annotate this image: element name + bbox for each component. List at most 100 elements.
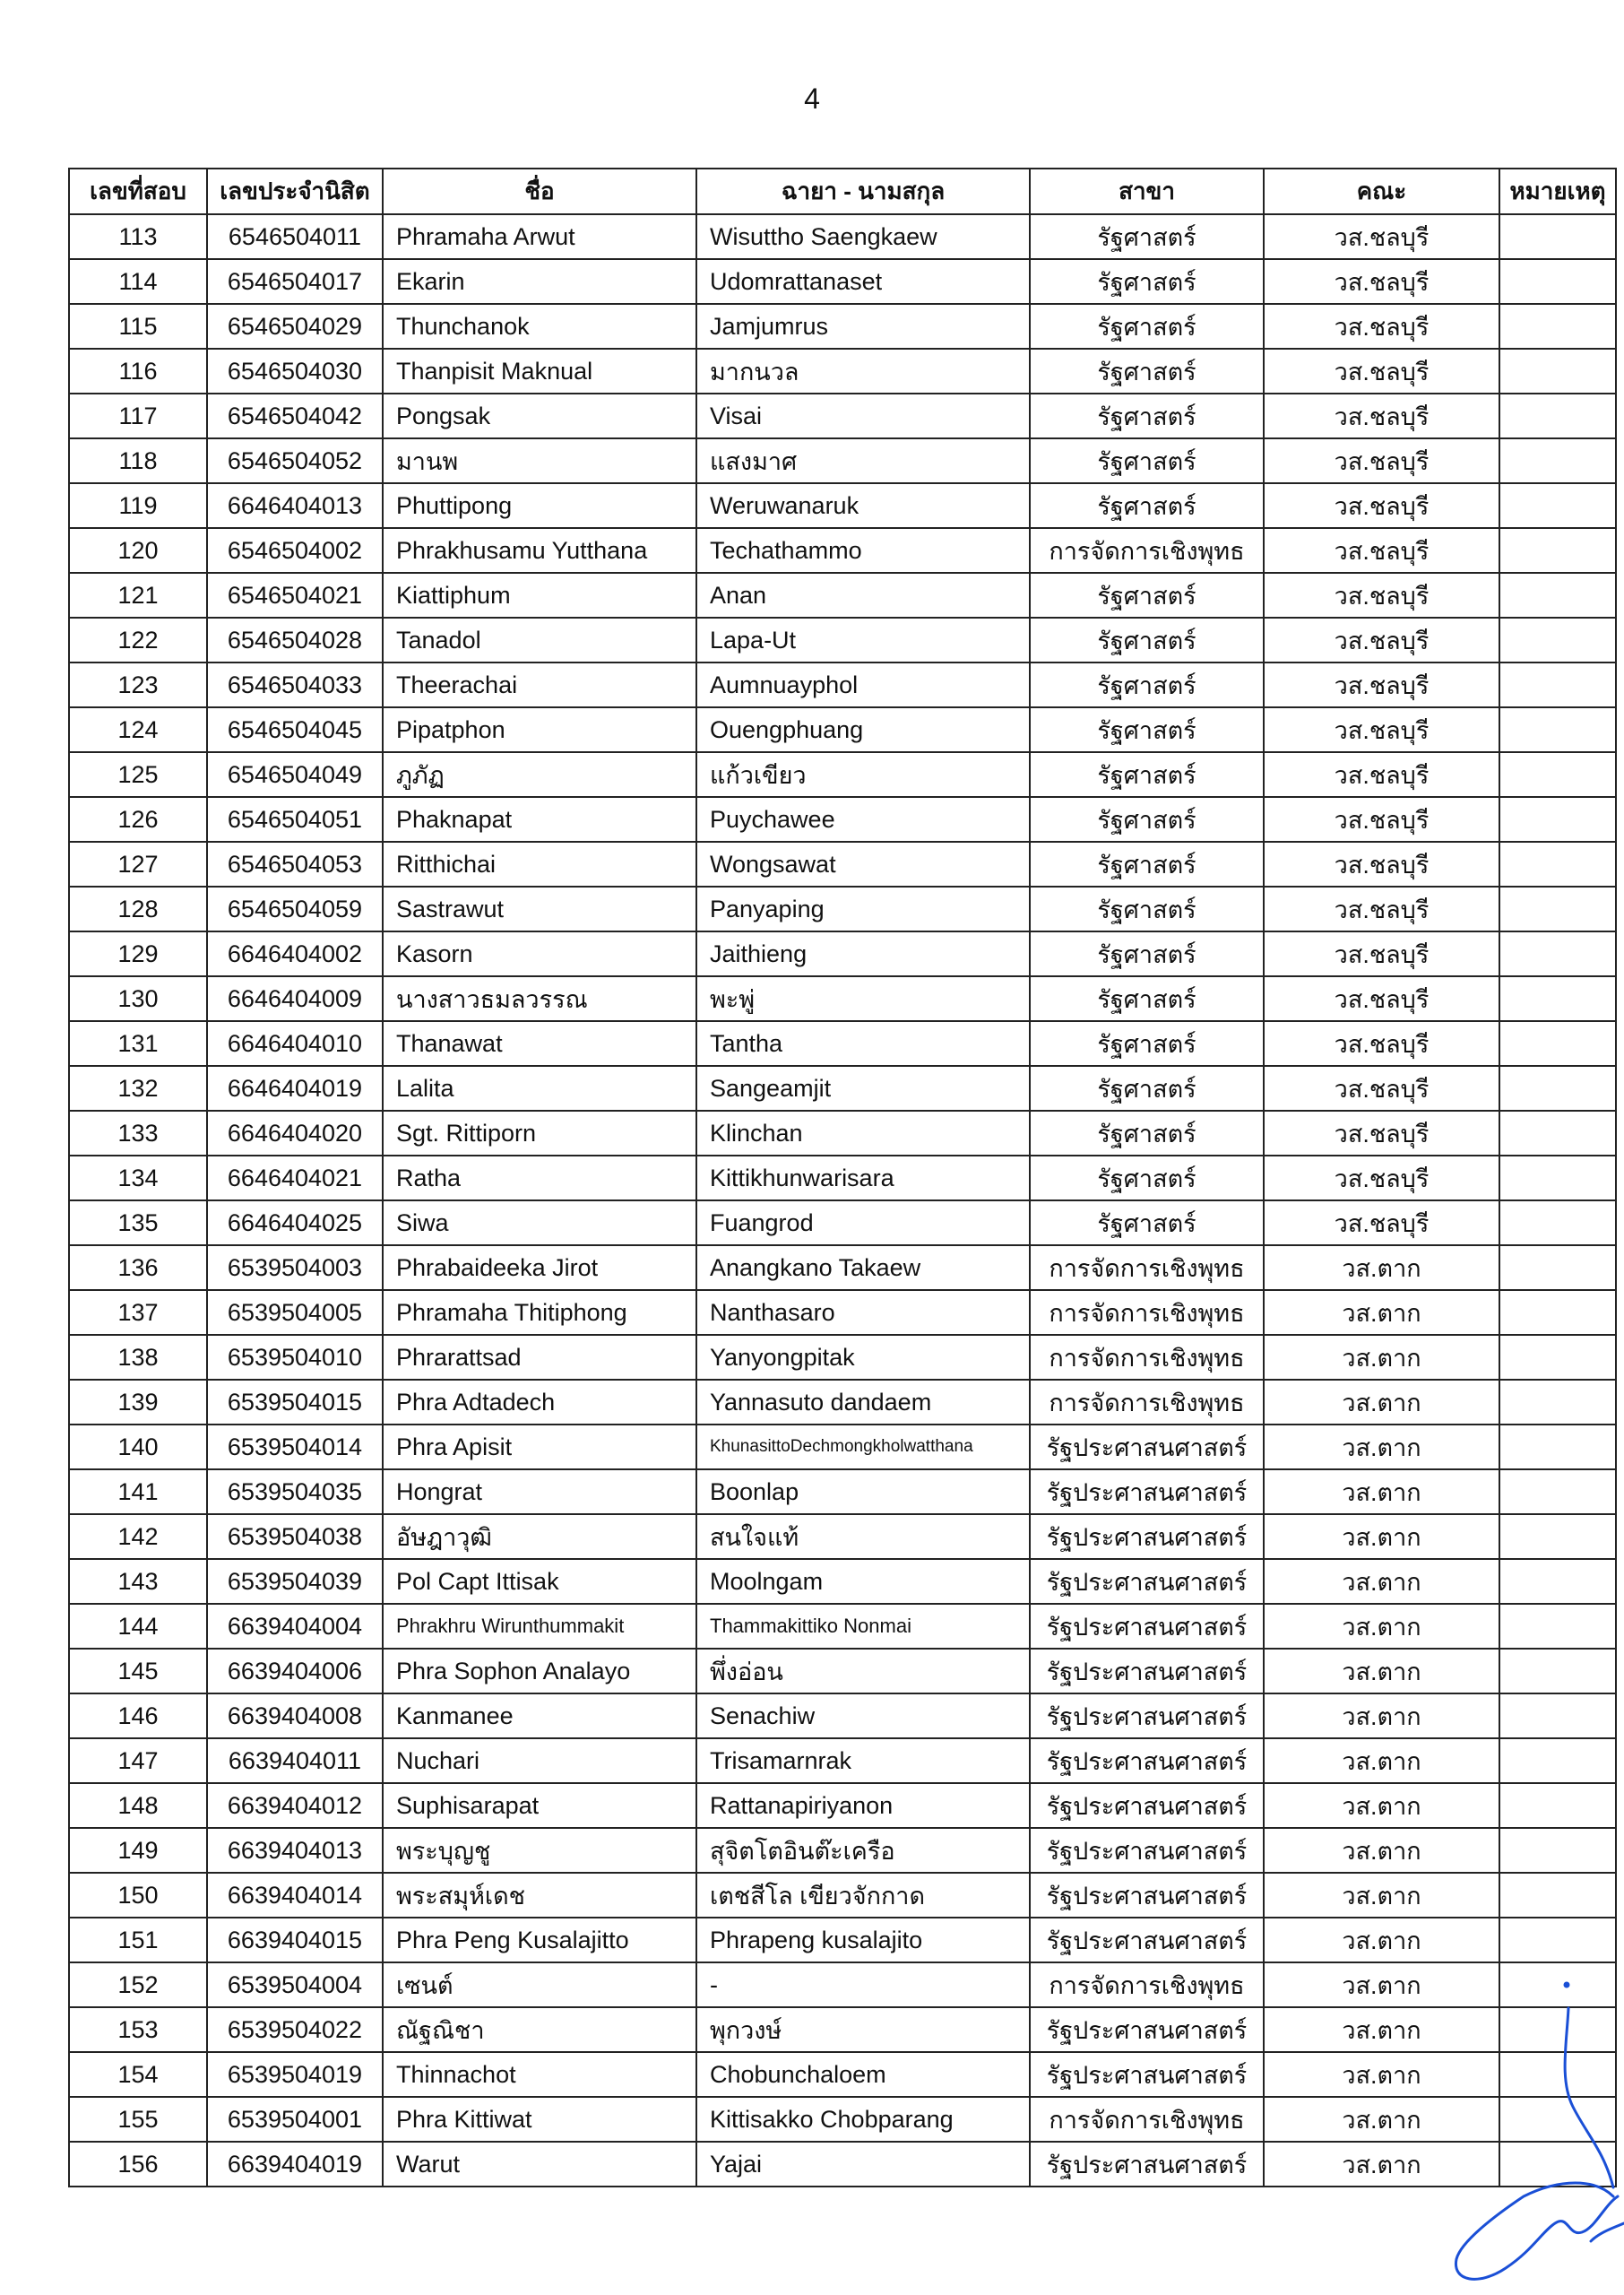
cell-first-name: นางสาวธมลวรรณ bbox=[382, 975, 697, 1022]
cell-first-name: อัษฎาวุฒิ bbox=[382, 1513, 697, 1560]
cell-first-name: Ekarin bbox=[382, 258, 697, 305]
cell-faculty: วส.ชลบุรี bbox=[1263, 213, 1500, 260]
cell-surname: Wisuttho Saengkaew bbox=[695, 213, 1031, 260]
cell-surname: Yannasuto dandaem bbox=[695, 1379, 1031, 1425]
table-row: 136 6539504003 Phrabaideeka Jirot Anangkano… bbox=[68, 1244, 1617, 1291]
cell-student-id: 6546504011 bbox=[206, 213, 384, 260]
cell-surname: Tantha bbox=[695, 1020, 1031, 1067]
cell-first-name: Ratha bbox=[382, 1155, 697, 1201]
cell-first-name: Kanmanee bbox=[382, 1693, 697, 1739]
cell-first-name: มานพ bbox=[382, 437, 697, 484]
header-major: สาขา bbox=[1029, 168, 1265, 215]
table-row: 153 6539504022 ณัฐณิชา พุกวงษ์ รัฐประศาสนศาส… bbox=[68, 2006, 1617, 2053]
cell-surname: Moolngam bbox=[695, 1558, 1031, 1605]
cell-first-name: Thanawat bbox=[382, 1020, 697, 1067]
cell-faculty: วส.ตาก bbox=[1263, 1603, 1500, 1650]
cell-major: รัฐประศาสนศาสตร์ bbox=[1029, 1424, 1265, 1470]
cell-first-name: พระสมุห์เดช bbox=[382, 1872, 697, 1918]
cell-faculty: วส.ชลบุรี bbox=[1263, 1199, 1500, 1246]
cell-remarks bbox=[1499, 1782, 1617, 1829]
cell-surname: Thammakittiko Nonmai bbox=[695, 1603, 1031, 1650]
cell-remarks bbox=[1499, 1020, 1617, 1067]
cell-exam-number: 131 bbox=[68, 1020, 208, 1067]
cell-surname: Klinchan bbox=[695, 1110, 1031, 1156]
cell-student-id: 6539504038 bbox=[206, 1513, 384, 1560]
cell-surname: Jaithieng bbox=[695, 931, 1031, 977]
cell-first-name: Phramaha Arwut bbox=[382, 213, 697, 260]
cell-faculty: วส.ตาก bbox=[1263, 1872, 1500, 1918]
table-row: 114 6546504017 Ekarin Udomrattanaset รัฐศาสต… bbox=[68, 258, 1617, 305]
cell-remarks bbox=[1499, 706, 1617, 753]
cell-exam-number: 118 bbox=[68, 437, 208, 484]
cell-major: รัฐประศาสนศาสตร์ bbox=[1029, 2006, 1265, 2053]
cell-first-name: Thinnachot bbox=[382, 2051, 697, 2098]
cell-major: การจัดการเชิงพุทธ bbox=[1029, 527, 1265, 574]
cell-major: รัฐประศาสนศาสตร์ bbox=[1029, 1917, 1265, 1963]
cell-major: รัฐศาสตร์ bbox=[1029, 886, 1265, 932]
cell-remarks bbox=[1499, 2051, 1617, 2098]
cell-exam-number: 130 bbox=[68, 975, 208, 1022]
cell-faculty: วส.ชลบุรี bbox=[1263, 1020, 1500, 1067]
cell-major: รัฐศาสตร์ bbox=[1029, 213, 1265, 260]
cell-faculty: วส.ตาก bbox=[1263, 1782, 1500, 1829]
cell-surname: แก้วเขียว bbox=[695, 751, 1031, 798]
cell-faculty: วส.ชลบุรี bbox=[1263, 1155, 1500, 1201]
cell-student-id: 6539504039 bbox=[206, 1558, 384, 1605]
cell-remarks bbox=[1499, 213, 1617, 260]
cell-student-id: 6546504051 bbox=[206, 796, 384, 843]
cell-major: การจัดการเชิงพุทธ bbox=[1029, 1289, 1265, 1336]
header-surname: ฉายา - นามสกุล bbox=[695, 168, 1031, 215]
cell-student-id: 6546504030 bbox=[206, 348, 384, 394]
cell-faculty: วส.ตาก bbox=[1263, 1244, 1500, 1291]
cell-first-name: ณัฐณิชา bbox=[382, 2006, 697, 2053]
cell-remarks bbox=[1499, 1693, 1617, 1739]
cell-first-name: ภูภัฏ bbox=[382, 751, 697, 798]
cell-student-id: 6539504005 bbox=[206, 1289, 384, 1336]
table-row: 115 6546504029 Thunchanok Jamjumrus รัฐศาสตร… bbox=[68, 303, 1617, 350]
cell-major: รัฐประศาสนศาสตร์ bbox=[1029, 1827, 1265, 1874]
cell-faculty: วส.ชลบุรี bbox=[1263, 572, 1500, 619]
cell-faculty: วส.ตาก bbox=[1263, 1827, 1500, 1874]
cell-exam-number: 127 bbox=[68, 841, 208, 888]
cell-student-id: 6646404013 bbox=[206, 482, 384, 529]
cell-remarks bbox=[1499, 841, 1617, 888]
cell-exam-number: 144 bbox=[68, 1603, 208, 1650]
cell-faculty: วส.ตาก bbox=[1263, 1693, 1500, 1739]
header-student-id: เลขประจำนิสิต bbox=[206, 168, 384, 215]
cell-major: รัฐศาสตร์ bbox=[1029, 706, 1265, 753]
cell-exam-number: 125 bbox=[68, 751, 208, 798]
cell-student-id: 6539504003 bbox=[206, 1244, 384, 1291]
cell-faculty: วส.ชลบุรี bbox=[1263, 393, 1500, 439]
cell-remarks bbox=[1499, 886, 1617, 932]
cell-remarks bbox=[1499, 1513, 1617, 1560]
cell-first-name: Phra Sophon Analayo bbox=[382, 1648, 697, 1694]
cell-faculty: วส.ชลบุรี bbox=[1263, 482, 1500, 529]
table-row: 149 6639404013 พระบุญชู สุจิตโตอินต๊ะเครือร… bbox=[68, 1827, 1617, 1874]
table-row: 147 6639404011 Nuchari Trisamarnrak รัฐประศา… bbox=[68, 1737, 1617, 1784]
cell-faculty: วส.ชลบุรี bbox=[1263, 348, 1500, 394]
cell-exam-number: 139 bbox=[68, 1379, 208, 1425]
cell-first-name: Thunchanok bbox=[382, 303, 697, 350]
cell-faculty: วส.ชลบุรี bbox=[1263, 662, 1500, 708]
table-row: 134 6646404021 Ratha Kittikhunwarisara รัฐศา… bbox=[68, 1155, 1617, 1201]
cell-major: รัฐศาสตร์ bbox=[1029, 482, 1265, 529]
cell-major: รัฐประศาสนศาสตร์ bbox=[1029, 2051, 1265, 2098]
cell-remarks bbox=[1499, 662, 1617, 708]
cell-surname: Kittikhunwarisara bbox=[695, 1155, 1031, 1201]
cell-exam-number: 152 bbox=[68, 1962, 208, 2008]
header-faculty: คณะ bbox=[1263, 168, 1500, 215]
cell-remarks bbox=[1499, 1065, 1617, 1112]
cell-surname: แสงมาศ bbox=[695, 437, 1031, 484]
cell-major: รัฐประศาสนศาสตร์ bbox=[1029, 1513, 1265, 1560]
cell-first-name: Kasorn bbox=[382, 931, 697, 977]
cell-exam-number: 121 bbox=[68, 572, 208, 619]
cell-exam-number: 122 bbox=[68, 617, 208, 663]
cell-faculty: วส.ตาก bbox=[1263, 1289, 1500, 1336]
cell-faculty: วส.ชลบุรี bbox=[1263, 303, 1500, 350]
cell-student-id: 6646404019 bbox=[206, 1065, 384, 1112]
cell-surname: Boonlap bbox=[695, 1468, 1031, 1515]
cell-faculty: วส.ตาก bbox=[1263, 2141, 1500, 2187]
cell-faculty: วส.ตาก bbox=[1263, 1334, 1500, 1381]
cell-major: รัฐศาสตร์ bbox=[1029, 1155, 1265, 1201]
cell-student-id: 6539504001 bbox=[206, 2096, 384, 2143]
